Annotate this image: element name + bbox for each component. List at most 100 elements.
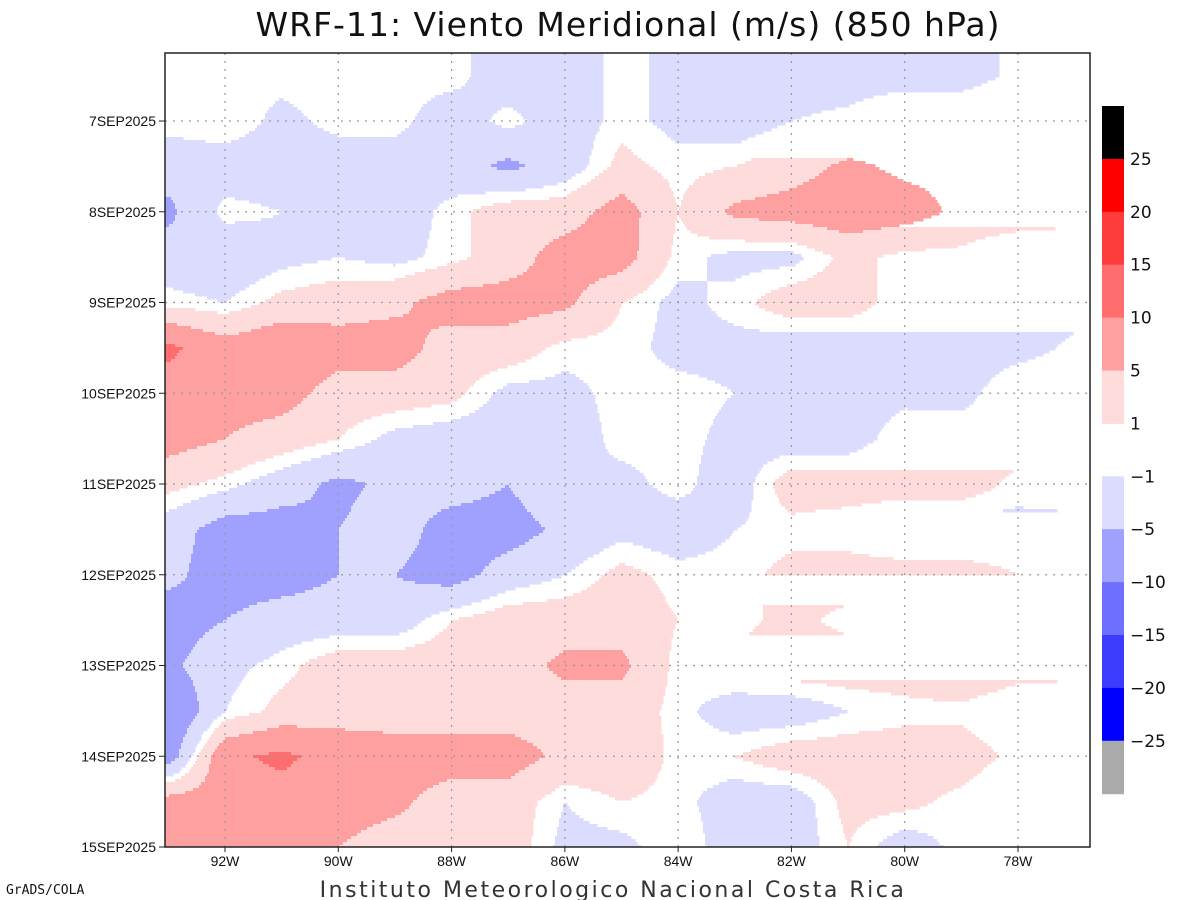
contour-fill-cell — [175, 203, 220, 207]
contour-fill-cell — [485, 566, 576, 570]
contour-fill-cell — [213, 752, 270, 756]
contour-fill-cell — [791, 551, 852, 555]
contour-fill-cell — [461, 86, 604, 90]
contour-fill-cell — [165, 659, 186, 663]
contour-fill-cell — [419, 794, 546, 798]
contour-fill-cell — [311, 458, 618, 462]
contour-fill-cell — [437, 512, 532, 516]
contour-fill-cell — [251, 479, 330, 483]
contour-fill-cell — [535, 260, 634, 264]
contour-fill-cell — [265, 707, 662, 711]
contour-fill-cell — [165, 569, 190, 573]
contour-fill-cell — [699, 809, 816, 813]
contour-fill-cell — [523, 503, 752, 507]
contour-fill-cell — [745, 239, 976, 243]
contour-fill-cell — [165, 581, 182, 585]
contour-fill-cell — [615, 566, 634, 570]
contour-fill-cell — [177, 209, 218, 213]
contour-fill-cell — [165, 146, 594, 150]
contour-fill-cell — [183, 662, 258, 666]
contour-fill-cell — [737, 164, 832, 168]
contour-fill-cell — [819, 173, 892, 177]
contour-fill-cell — [423, 791, 552, 795]
contour-fill-cell — [165, 275, 266, 279]
contour-fill-cell — [165, 827, 368, 831]
colorbar-swatch — [1102, 370, 1124, 424]
x-tick-label: 84W — [664, 853, 694, 869]
colorbar-label: −25 — [1130, 732, 1166, 752]
contour-fill-cell — [251, 305, 414, 309]
contour-fill-cell — [209, 767, 276, 771]
contour-fill-cell — [265, 113, 304, 117]
contour-fill-cell — [165, 710, 200, 714]
contour-fill-cell — [413, 551, 508, 555]
contour-fill-cell — [223, 740, 528, 744]
contour-fill-cell — [165, 161, 498, 165]
contour-fill-cell — [837, 803, 928, 807]
contour-fill-cell — [275, 767, 288, 771]
contour-fill-cell — [255, 128, 324, 132]
contour-fill-cell — [471, 233, 566, 237]
contour-fill-cell — [703, 452, 850, 456]
contour-fill-cell — [525, 767, 662, 771]
contour-fill-cell — [189, 653, 274, 657]
contour-fill-cell — [703, 827, 818, 831]
contour-fill-cell — [395, 815, 536, 819]
contour-fill-cell — [471, 218, 588, 222]
contour-fill-cell — [199, 638, 314, 642]
contour-fill-cell — [471, 254, 538, 258]
contour-fill-cell — [323, 380, 476, 384]
contour-fill-cell — [471, 62, 604, 66]
contour-fill-cell — [631, 200, 676, 204]
contour-fill-cell — [847, 158, 854, 162]
contour-fill-cell — [279, 212, 434, 216]
contour-fill-cell — [217, 440, 328, 444]
contour-fill-cell — [721, 407, 906, 411]
contour-fill-cell — [165, 311, 218, 315]
contour-fill-cell — [831, 260, 878, 264]
contour-fill-cell — [279, 209, 434, 213]
contour-fill-cell — [345, 728, 662, 732]
contour-fill-cell — [627, 671, 668, 675]
contour-fill-cell — [339, 539, 420, 543]
contour-fill-cell — [165, 584, 178, 588]
contour-fill-cell — [435, 635, 674, 639]
contour-fill-cell — [165, 476, 218, 480]
contour-fill-cell — [421, 533, 540, 537]
contour-fill-cell — [459, 260, 536, 264]
contour-fill-cell — [165, 707, 200, 711]
contour-fill-cell — [165, 818, 388, 822]
contour-fill-cell — [199, 704, 228, 708]
contour-fill-cell — [355, 446, 606, 450]
contour-fill-cell — [691, 230, 840, 234]
contour-fill-cell — [165, 674, 190, 678]
contour-fill-cell — [183, 347, 424, 351]
contour-fill-cell — [417, 353, 538, 357]
contour-fill-cell — [235, 221, 432, 225]
contour-fill-cell — [321, 482, 366, 486]
contour-fill-cell — [165, 269, 278, 273]
contour-fill-cell — [415, 581, 462, 585]
contour-fill-cell — [339, 530, 424, 534]
contour-fill-cell — [563, 803, 568, 807]
contour-fill-cell — [165, 515, 226, 519]
contour-fill-cell — [817, 779, 970, 783]
contour-fill-cell — [533, 536, 730, 540]
contour-fill-cell — [701, 455, 780, 459]
contour-fill-cell — [165, 455, 170, 459]
contour-fill-cell — [779, 287, 878, 291]
contour-fill-cell — [165, 605, 250, 609]
contour-fill-cell — [289, 680, 668, 684]
contour-fill-cell — [173, 221, 226, 225]
contour-fill-cell — [883, 728, 968, 732]
contour-fill-cell — [841, 818, 870, 822]
contour-fill-cell — [541, 749, 664, 753]
contour-fill-cell — [165, 518, 218, 522]
contour-fill-cell — [437, 266, 530, 270]
contour-fill-cell — [211, 734, 240, 738]
contour-fill-cell — [219, 743, 534, 747]
contour-fill-cell — [293, 407, 414, 411]
contour-fill-cell — [713, 725, 786, 729]
contour-fill-cell — [165, 758, 176, 762]
contour-fill-cell — [235, 197, 450, 201]
